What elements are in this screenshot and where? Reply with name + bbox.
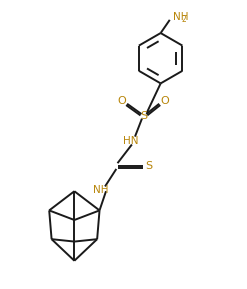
Text: NH: NH xyxy=(173,12,188,22)
Text: HN: HN xyxy=(123,136,138,146)
Text: O: O xyxy=(160,96,169,106)
Text: O: O xyxy=(117,96,126,106)
Text: NH: NH xyxy=(93,185,108,195)
Text: S: S xyxy=(140,111,147,121)
Text: 2: 2 xyxy=(181,15,186,24)
Text: S: S xyxy=(145,161,152,171)
